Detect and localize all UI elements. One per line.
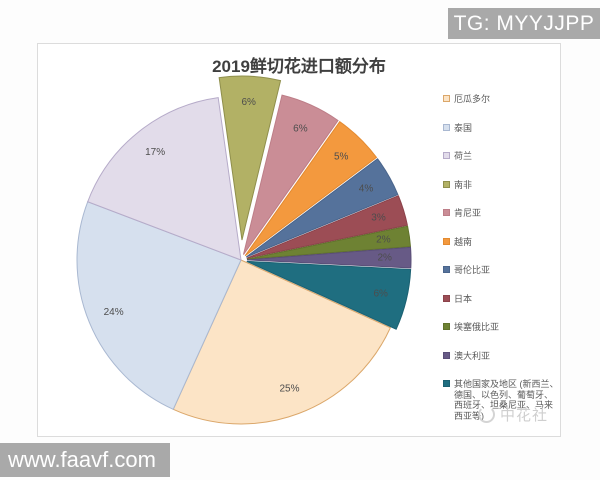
legend-marker [443, 380, 450, 387]
legend-label: 日本 [454, 293, 473, 304]
pie-slice-2 [87, 97, 242, 261]
legend-label: 南非 [454, 179, 473, 190]
pie-chart: 25% 24% 17% 6% 6% 5% 4% 3% 2% 2% 6% [76, 75, 412, 425]
legend-marker [443, 323, 450, 330]
watermark-bottom-left: www.faavf.com [0, 443, 170, 477]
legend-item-10: 其他国家及地区 (新西兰、德国、以色列、葡萄牙、西班牙、坦桑尼亚、马来西亚等) [443, 379, 559, 421]
legend-item-5: 越南 [443, 237, 559, 248]
legend-label: 荷兰 [454, 151, 473, 161]
legend-item-7: 日本 [443, 294, 559, 305]
legend-marker [443, 266, 450, 273]
brand-watermark: 中花社 [478, 404, 548, 425]
pie-slice-5 [244, 120, 378, 257]
pie-slice-label-7: 3% [371, 213, 386, 224]
legend-label: 其他国家及地区 (新西兰、德国、以色列、葡萄牙、西班牙、坦桑尼亚、马来西亚等) [454, 379, 559, 421]
legend-label: 越南 [454, 236, 473, 247]
pie-slice-3 [218, 75, 282, 241]
pie-slice-0 [172, 259, 392, 425]
pie-slice-label-1: 24% [104, 307, 124, 318]
chart-panel: 2019鲜切花进口额分布 25% 24% 17% 6% 6% 5% 4% 3% 2% 2% 6% 厄… [37, 43, 561, 437]
legend-marker [443, 351, 450, 359]
pie-slice-label-9: 2% [377, 253, 392, 264]
pie-slice-label-6: 4% [359, 184, 374, 195]
legend-marker [443, 209, 450, 216]
legend-marker [443, 152, 450, 159]
legend-item-4: 肯尼亚 [443, 208, 559, 219]
pie-slice-9 [246, 246, 412, 269]
pie-slice-6 [245, 158, 399, 258]
pie-slice-label-5: 5% [334, 152, 349, 163]
legend-item-1: 泰国 [443, 123, 559, 134]
pie-slice-7 [246, 195, 408, 259]
legend-label: 澳大利亚 [454, 350, 491, 361]
legend-item-6: 哥伦比亚 [443, 265, 559, 276]
legend-item-3: 南非 [443, 180, 559, 191]
pie-slice-label-4: 6% [293, 124, 308, 135]
pie-slice-label-2: 17% [145, 147, 165, 158]
legend-item-0: 厄瓜多尔 [443, 94, 559, 105]
legend-label: 埃塞俄比亚 [454, 322, 500, 332]
legend-marker [443, 95, 450, 102]
legend-item-9: 澳大利亚 [443, 351, 559, 362]
pie-slice-label-8: 2% [376, 235, 391, 246]
chart-title: 2019鲜切花进口额分布 [212, 57, 386, 76]
pie-slice-label-0: 25% [279, 384, 299, 395]
legend-label: 哥伦比亚 [454, 265, 491, 275]
legend-item-8: 埃塞俄比亚 [443, 322, 559, 333]
pie-slice-label-10: 6% [373, 288, 388, 299]
pie-slice-8 [246, 225, 411, 260]
pie-slice-10 [246, 260, 412, 330]
pie-slice-4 [242, 94, 339, 255]
legend-marker [443, 180, 450, 188]
pie-slice-label-3: 6% [241, 97, 256, 108]
legend: 厄瓜多尔泰国荷兰南非肯尼亚越南哥伦比亚日本埃塞俄比亚澳大利亚其他国家及地区 (新… [443, 94, 559, 439]
brand-flower-icon [478, 406, 495, 423]
legend-marker [443, 237, 450, 245]
brand-name: 中花社 [500, 407, 549, 424]
legend-label: 泰国 [454, 122, 473, 133]
legend-label: 肯尼亚 [454, 208, 482, 218]
legend-item-2: 荷兰 [443, 151, 559, 162]
legend-label: 厄瓜多尔 [454, 94, 491, 104]
legend-marker [443, 294, 450, 302]
pie-slice-1 [76, 201, 242, 411]
watermark-top-right: TG: MYYJJPP [448, 8, 600, 39]
legend-marker [443, 123, 450, 131]
